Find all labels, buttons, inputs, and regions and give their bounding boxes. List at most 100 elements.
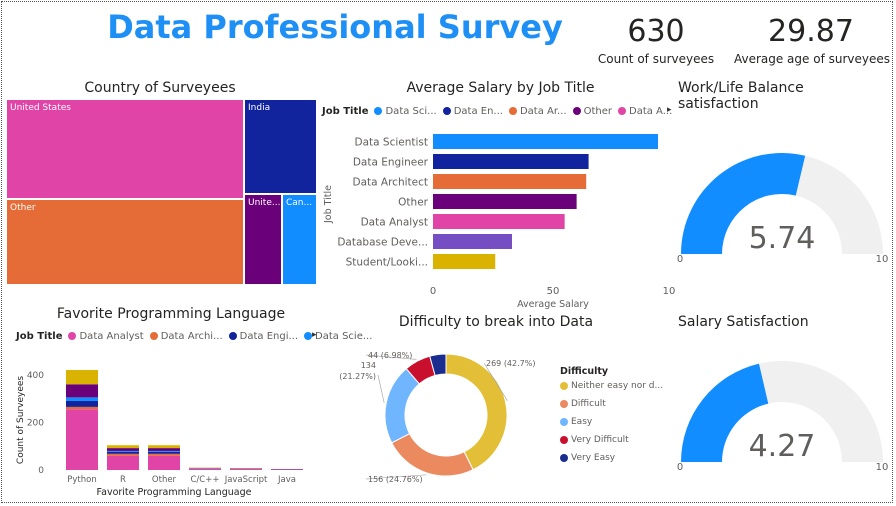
difficulty-legend: Difficulty Neither easy nor d... Difficult… <box>560 366 670 471</box>
lang-bar-segment[interactable] <box>189 468 221 470</box>
salary-category-label: Data Engineer <box>353 157 429 169</box>
gauge-value-label: 4.27 <box>749 429 816 464</box>
donut-slice[interactable] <box>391 433 474 477</box>
lang-y-tick: 0 <box>38 466 44 476</box>
gauge-value-arc[interactable] <box>681 363 769 462</box>
lang-category-label: C/C++ <box>191 475 220 485</box>
lang-bar-segment[interactable] <box>107 455 139 470</box>
donut-leader-line <box>365 474 427 480</box>
donut-title: Difficulty to break into Data <box>398 314 594 330</box>
donut-slice[interactable] <box>429 353 447 377</box>
treemap-cell[interactable]: Unite... <box>244 194 282 285</box>
lang-bar-segment[interactable] <box>66 370 98 385</box>
difficulty-legend-item[interactable]: Very Difficult <box>560 435 670 453</box>
lang-legend-next-arrow-icon[interactable]: ▸ <box>312 330 317 340</box>
salary-bar[interactable] <box>433 134 658 149</box>
lang-y-tick: 400 <box>27 371 44 381</box>
gauge-track-arc <box>795 155 883 254</box>
donut-slice[interactable] <box>384 367 421 444</box>
salary-bar[interactable] <box>433 234 512 249</box>
donut-slice[interactable] <box>445 353 508 471</box>
salary-legend-item[interactable]: Other <box>572 106 612 117</box>
salary-legend-item[interactable]: Data Ar... <box>508 106 567 117</box>
donut-data-label: 44 (6.98%) <box>368 351 412 360</box>
gauge-value-arc[interactable] <box>681 152 806 254</box>
difficulty-legend-item[interactable]: Very Easy <box>560 453 670 471</box>
salary-bar-chart: Data Scientist Data Engineer Data Architec… <box>323 134 675 310</box>
lang-bar-segment[interactable] <box>66 384 98 398</box>
difficulty-legend-item[interactable]: Easy <box>560 417 670 435</box>
donut-data-label: 269 (42.7%) <box>486 359 535 368</box>
difficulty-legend-item[interactable]: Difficult <box>560 399 670 417</box>
age-kpi-label: Average age of surveyees <box>733 52 891 66</box>
gauge-track-arc <box>759 361 883 462</box>
lang-legend-item[interactable]: Data Scie... <box>304 331 372 342</box>
difficulty-legend-item[interactable]: Neither easy nor d... <box>560 381 670 399</box>
lang-bar-segment[interactable] <box>107 453 139 456</box>
lang-chart-title: Favorite Programming Language <box>56 306 286 322</box>
salary-bar[interactable] <box>433 254 496 269</box>
language-stacked-chart: 0 200 400 Python R Other C/C++ JavaScript Java Fa… <box>16 370 303 498</box>
salary-bar[interactable] <box>433 174 587 189</box>
lang-legend-item[interactable]: Data Engi... <box>228 331 298 342</box>
gauge-max-label: 10 <box>876 254 889 265</box>
lang-legend-item[interactable]: Data Archi... <box>149 331 223 342</box>
lang-bar-segment[interactable] <box>66 406 98 410</box>
lang-bar-segment[interactable] <box>148 445 180 449</box>
count-kpi-label: Count of surveyees <box>597 52 715 66</box>
lang-legend: Job Title Data Analyst Data Archi... Data E… <box>16 331 378 342</box>
salary-category-label: Other <box>398 197 428 209</box>
lang-bar-segment[interactable] <box>148 450 180 452</box>
country-treemap[interactable]: United States Other India Unite... Can... <box>6 99 317 285</box>
gauge-max-label: 10 <box>876 462 889 473</box>
lang-x-axis-label: Favorite Programming Language <box>97 487 252 498</box>
salary-legend: Job Title Data Sci... Data En... Data Ar...… <box>322 106 678 117</box>
lang-bar-segment[interactable] <box>230 469 262 470</box>
salary-category-label: Data Analyst <box>361 217 428 229</box>
salary-category-label: Data Scientist <box>355 137 429 149</box>
salary-x-axis-label: Average Salary <box>517 299 589 310</box>
salary-bar[interactable] <box>433 194 577 209</box>
difficulty-legend-title: Difficulty <box>560 366 609 377</box>
salary-legend-item[interactable]: Data A... <box>618 106 672 117</box>
treemap-cell[interactable]: Other <box>6 199 244 285</box>
lang-bar-segment[interactable] <box>107 450 139 452</box>
salary-category-label: Data Architect <box>353 177 429 189</box>
lang-bar-segment[interactable] <box>107 451 139 454</box>
lang-bar-segment[interactable] <box>148 453 180 456</box>
worklife-gauge: 5.74 0 10 <box>677 152 889 265</box>
lang-bar-segment[interactable] <box>148 451 180 454</box>
lang-legend-item[interactable]: Data Analyst <box>68 331 144 342</box>
salary-bar[interactable] <box>433 214 565 229</box>
lang-y-axis-label: Count of Surveyees <box>16 376 26 465</box>
treemap-cell[interactable]: Can... <box>282 194 317 285</box>
salary-x-tick: 0 <box>430 286 436 297</box>
lang-bar-segment[interactable] <box>148 455 180 470</box>
donut-leader-line <box>377 374 385 403</box>
donut-leader-line <box>483 362 508 401</box>
lang-bar-segment[interactable] <box>107 445 139 449</box>
lang-bar-segment[interactable] <box>66 409 98 470</box>
lang-bar-segment[interactable] <box>66 397 98 401</box>
donut-data-label: (21.27%) <box>339 372 376 381</box>
salary-legend-item[interactable]: Data En... <box>442 106 503 117</box>
gauge-value-label: 5.74 <box>749 221 816 256</box>
legend-next-arrow-icon[interactable]: ▸ <box>667 105 672 115</box>
salary-category-label: Student/Looki... <box>346 257 428 269</box>
gauge1-title: Work/Life Balance satisfaction <box>678 80 804 112</box>
lang-bar-segment[interactable] <box>66 400 98 407</box>
treemap-cell[interactable]: United States <box>6 99 244 199</box>
treemap-cell[interactable]: India <box>244 99 317 194</box>
salary-category-label: Database Deve... <box>337 237 428 249</box>
lang-bar-segment[interactable] <box>148 448 180 451</box>
lang-category-label: Java <box>277 475 296 485</box>
dashboard-title: Data Professional Survey <box>107 8 563 46</box>
donut-leader-line <box>365 354 417 360</box>
lang-bar-segment[interactable] <box>107 448 139 451</box>
treemap-title: Country of Surveyees <box>84 80 236 96</box>
donut-data-label: 134 <box>361 361 376 370</box>
age-kpi-value: 29.87 <box>768 14 854 49</box>
salary-bar[interactable] <box>433 154 589 169</box>
salary-legend-item[interactable]: Data Sci... <box>374 106 437 117</box>
